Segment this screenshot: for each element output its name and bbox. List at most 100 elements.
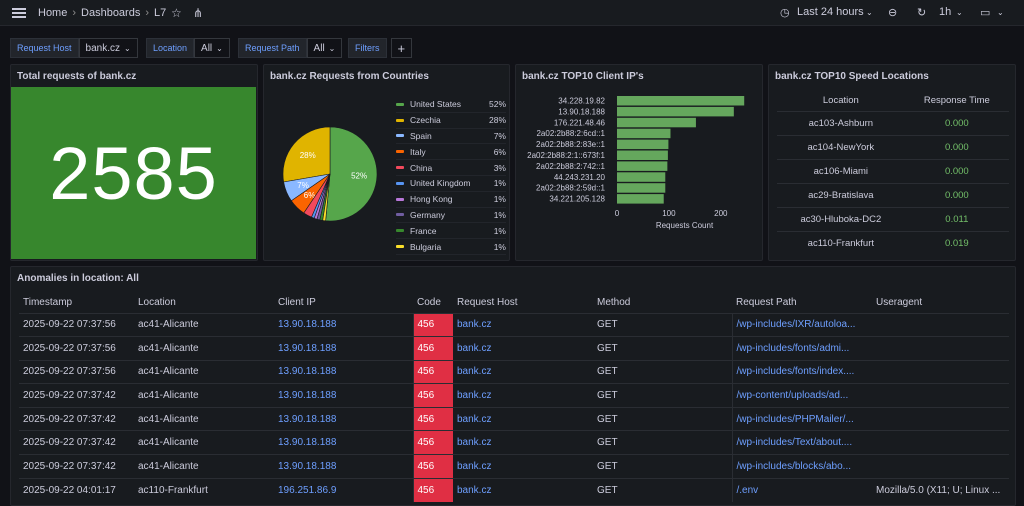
menu-icon[interactable] [12, 8, 26, 18]
cell-request-path[interactable]: /.env [731, 477, 872, 502]
cell-location: ac41-Alicante [134, 406, 274, 431]
x-tick-label: 0 [615, 209, 620, 218]
cell-request-path[interactable]: /wp-includes/IXR/autoloa... [731, 312, 872, 337]
column-header-request-path[interactable]: Request Path [736, 297, 797, 309]
bar-2a02-2b88-2-742-1[interactable] [617, 161, 668, 171]
cell-request-host[interactable]: bank.cz [453, 406, 593, 431]
cell-client-ip[interactable]: 13.90.18.188 [274, 312, 413, 337]
cell-request-host[interactable]: bank.cz [453, 312, 593, 337]
cell-request-host[interactable]: bank.cz [453, 454, 593, 479]
column-header-code[interactable]: Code [417, 297, 441, 309]
breadcrumb-home[interactable]: Home [38, 7, 68, 19]
var-request-host-select[interactable]: bank.cz ⌄ [78, 38, 138, 58]
chevron-right-icon: › [72, 7, 77, 19]
cell-client-ip[interactable]: 13.90.18.188 [274, 336, 413, 361]
column-header-location[interactable]: Location [822, 95, 859, 107]
column-header-client-ip[interactable]: Client IP [278, 297, 316, 309]
cell-request-path[interactable]: /wp-includes/blocks/abo... [731, 454, 872, 479]
legend-value: 1% [493, 194, 506, 205]
bar-2a02-2b88-2-83e-1[interactable] [617, 139, 669, 150]
cell-client-ip[interactable]: 13.90.18.188 [274, 359, 413, 384]
chevron-down-icon[interactable]: ⌄ [997, 8, 1004, 17]
share-icon[interactable]: ⋔ [193, 6, 204, 20]
cell-location: ac110-Frankfurt [134, 477, 274, 502]
cell-client-ip[interactable]: 13.90.18.188 [274, 383, 413, 408]
cell-request-host[interactable]: bank.cz [453, 477, 593, 502]
legend-item-united-states[interactable]: United States 52% [396, 97, 506, 113]
column-header-useragent[interactable]: Useragent [876, 297, 923, 309]
cell-client-ip[interactable]: 13.90.18.188 [274, 406, 413, 431]
legend-item-united-kingdom[interactable]: United Kingdom 1% [396, 176, 506, 192]
cell-request-path[interactable]: /wp-includes/PHPMailer/... [731, 406, 872, 431]
pie-slice-bulgaria[interactable] [322, 173, 331, 222]
refresh-icon[interactable]: ↻ [917, 7, 927, 19]
var-request-path-value: All [313, 42, 325, 54]
var-location-select[interactable]: All ⌄ [194, 38, 230, 58]
legend-item-china[interactable]: China 3% [396, 160, 506, 176]
cell-response-time: 0.011 [904, 206, 1009, 231]
pie-slice-united-states[interactable] [325, 126, 378, 222]
legend-item-bulgaria[interactable]: Bulgaria 1% [396, 239, 506, 255]
cell-request-path[interactable]: /wp-content/uploads/ad... [731, 383, 872, 408]
chevron-down-icon: ⌄ [124, 43, 131, 53]
legend-value: 7% [493, 130, 506, 141]
cell-request-path[interactable]: /wp-includes/fonts/index.... [731, 359, 872, 384]
bar-176-221-48-46[interactable] [617, 117, 696, 128]
bar-44-243-231-20[interactable] [617, 172, 666, 182]
breadcrumb-dashboards[interactable]: Dashboards [81, 7, 141, 19]
column-header-timestamp[interactable]: Timestamp [23, 297, 73, 309]
cell-request-path[interactable]: /wp-includes/Text/about.... [731, 430, 872, 455]
refresh-interval-picker[interactable]: 1h [939, 6, 952, 18]
panel-title: bank.cz TOP10 Speed Locations [775, 71, 929, 82]
star-icon[interactable]: ☆ [171, 6, 182, 20]
cell-request-host[interactable]: bank.cz [453, 430, 593, 455]
cell-code: 456 [412, 454, 453, 479]
monitor-icon[interactable]: ▭ [980, 7, 991, 19]
legend-swatch [396, 213, 404, 217]
zoom-out-icon[interactable]: ⊖ [888, 7, 898, 19]
bar-category-label: 2a02:2b88:2:59d::1 [536, 184, 606, 193]
clock-icon: ◷ [780, 7, 790, 19]
bar-2a02-2b88-2-6cd-1[interactable] [617, 128, 671, 139]
var-request-path-select[interactable]: All ⌄ [306, 38, 343, 58]
pie-slice-czechia[interactable] [282, 126, 331, 183]
column-header-location[interactable]: Location [138, 297, 176, 309]
cell-useragent [872, 406, 1009, 431]
cell-client-ip[interactable]: 13.90.18.188 [274, 454, 413, 479]
column-header-response-time[interactable]: Response Time [923, 95, 990, 107]
cell-request-path[interactable]: /wp-includes/fonts/admi... [731, 336, 872, 361]
cell-request-host[interactable]: bank.cz [453, 359, 593, 384]
bar-2a02-2b88-2-59d-1[interactable] [617, 183, 666, 193]
chevron-down-icon[interactable]: ⌄ [956, 8, 963, 17]
legend-item-hong-kong[interactable]: Hong Kong 1% [396, 192, 506, 208]
cell-location: ac110-Frankfurt [777, 230, 905, 255]
time-range-picker[interactable]: Last 24 hours [797, 6, 864, 18]
cell-request-host[interactable]: bank.cz [453, 383, 593, 408]
legend-value: 6% [493, 146, 506, 157]
legend-item-spain[interactable]: Spain 7% [396, 129, 506, 145]
panel-title: bank.cz Requests from Countries [270, 71, 429, 82]
chevron-down-icon[interactable]: ⌄ [866, 8, 873, 17]
cell-client-ip[interactable]: 13.90.18.188 [274, 430, 413, 455]
legend-item-germany[interactable]: Germany 1% [396, 208, 506, 224]
cell-request-host[interactable]: bank.cz [453, 336, 593, 361]
panel-speed-locations: bank.cz TOP10 Speed Locations Location R… [768, 64, 1016, 261]
column-header-method[interactable]: Method [597, 297, 631, 309]
legend-item-czechia[interactable]: Czechia 28% [396, 113, 506, 129]
cell-useragent [872, 454, 1009, 479]
bar-34-221-205-128[interactable] [617, 194, 664, 204]
legend-item-italy[interactable]: Italy 6% [396, 144, 506, 161]
legend-label: Italy [410, 146, 426, 157]
add-filter-button[interactable]: + [390, 38, 413, 58]
bar-2a02-2b88-2-1-673f-1[interactable] [617, 150, 668, 161]
bar-13-90-18-188[interactable] [617, 106, 734, 117]
bar-34-228-19-82[interactable] [617, 96, 745, 106]
legend-swatch [396, 134, 404, 138]
x-axis-label: Requests Count [656, 221, 714, 230]
cell-location: ac103-Ashburn [777, 110, 905, 135]
cell-client-ip[interactable]: 196.251.86.9 [274, 477, 413, 502]
cell-code: 456 [412, 406, 453, 431]
column-header-request-host[interactable]: Request Host [457, 297, 518, 309]
legend-item-france[interactable]: France 1% [396, 223, 506, 240]
cell-response-time: 0.019 [904, 230, 1009, 255]
